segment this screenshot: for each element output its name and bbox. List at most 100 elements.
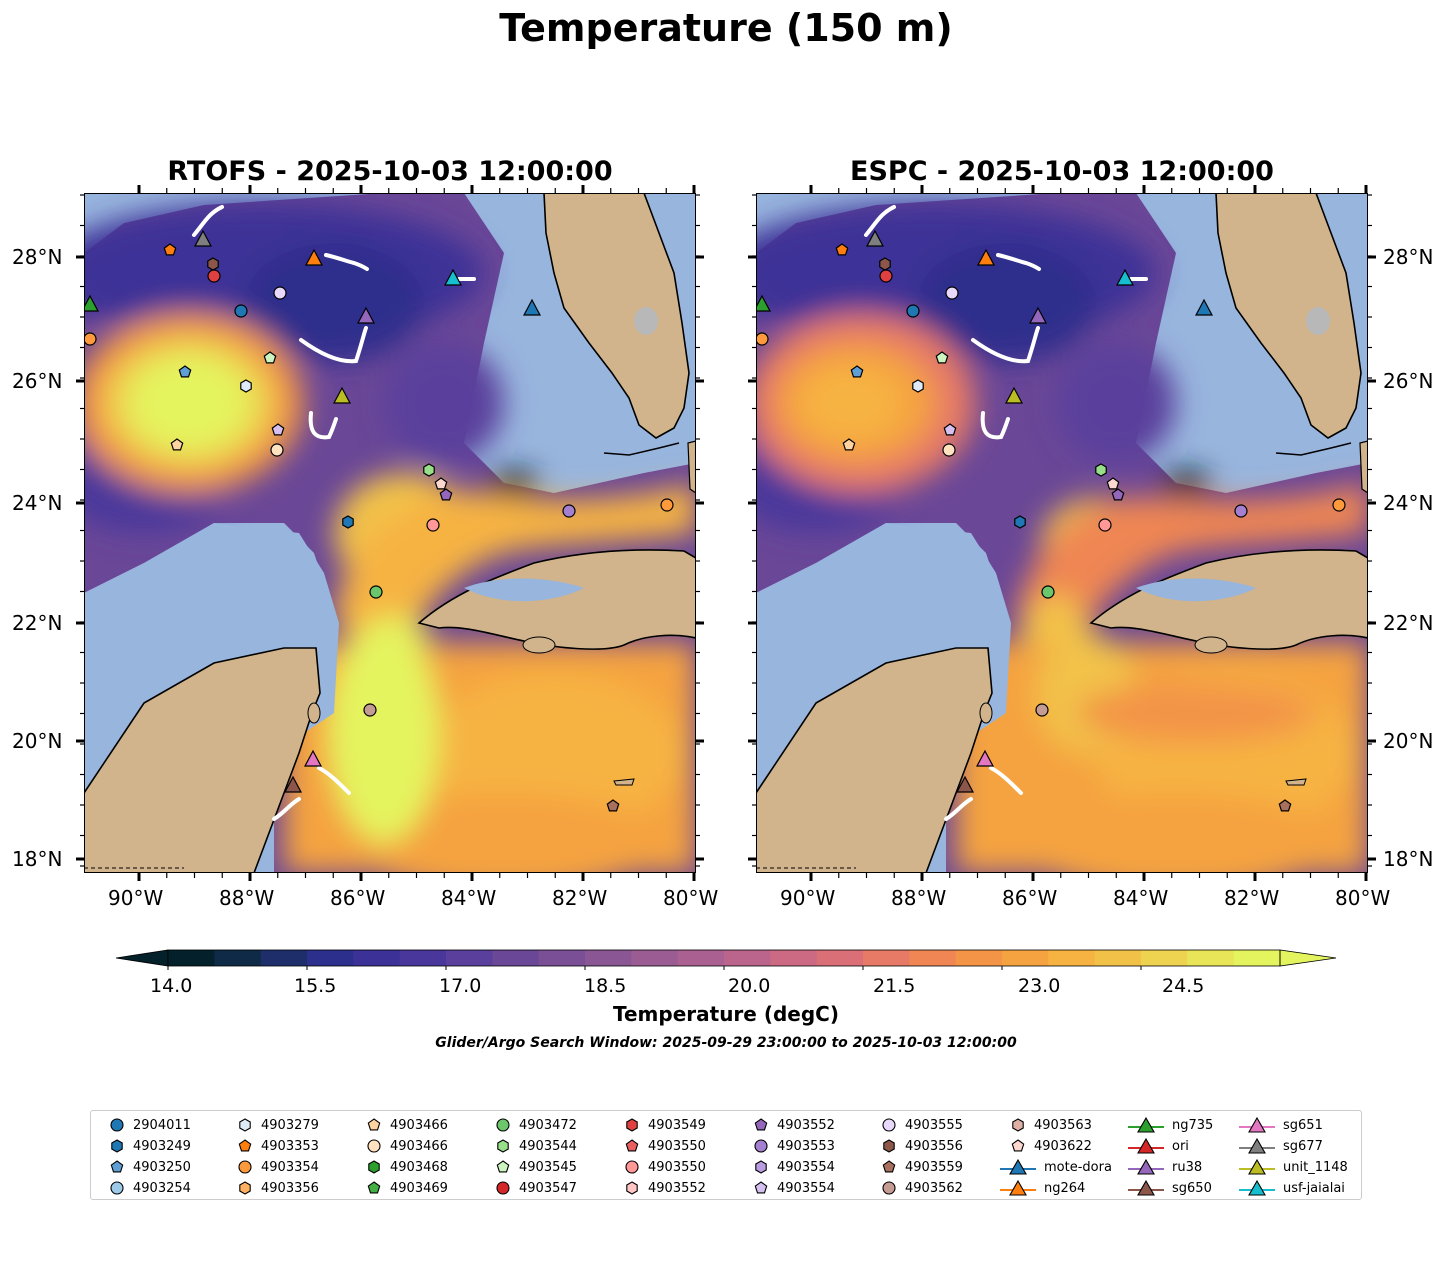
legend-label: 2904011 — [133, 1117, 191, 1133]
legend-marker-icon — [239, 1118, 251, 1132]
colorbar-tick-23: 23.0 — [1018, 975, 1061, 997]
legend-item: 4903554 — [753, 1178, 835, 1198]
lon-label-80-right: 80°W — [1335, 886, 1391, 910]
legend-label: 4903353 — [261, 1138, 319, 1154]
legend-marker-icon — [111, 1139, 123, 1153]
legend-item: 4903544 — [495, 1136, 577, 1156]
legend-label: mote-dora — [1044, 1159, 1112, 1175]
legend-item: 4903562 — [881, 1178, 963, 1198]
lon-label-82-right: 82°W — [1224, 886, 1280, 910]
legend-label: 4903562 — [905, 1180, 963, 1196]
legend-label: unit_1148 — [1283, 1159, 1348, 1175]
legend-marker-icon — [110, 1181, 124, 1195]
legend-item: 4903469 — [366, 1178, 448, 1198]
colorbar-tick-15-5: 15.5 — [294, 975, 337, 997]
legend-label: 4903556 — [905, 1138, 963, 1154]
lon-label-82-left: 82°W — [552, 886, 608, 910]
legend-marker-icon — [754, 1181, 768, 1194]
legend-item: 4903250 — [109, 1157, 191, 1177]
lat-label-18-right: 18°N — [1383, 847, 1434, 871]
legend-item: 4903466 — [366, 1136, 448, 1156]
legend-item: sg677 — [1239, 1136, 1323, 1156]
lon-label-90-right: 90°W — [780, 886, 836, 910]
legend-label: 4903354 — [261, 1159, 319, 1175]
colorbar-tick-24-5: 24.5 — [1162, 975, 1205, 997]
panel-title-rtofs: RTOFS - 2025-10-03 12:00:00 — [167, 156, 613, 187]
legend-label: 4903550 — [648, 1159, 706, 1175]
legend-label: 4903555 — [905, 1117, 963, 1133]
legend-label: 4903547 — [519, 1180, 577, 1196]
colorbar-bin — [399, 950, 447, 966]
legend-item: 4903354 — [237, 1157, 319, 1177]
legend-item: 4903559 — [881, 1157, 963, 1177]
legend-item: 4903553 — [753, 1136, 835, 1156]
legend-marker-icon — [368, 1160, 380, 1174]
legend-marker-icon — [1012, 1118, 1024, 1132]
lon-label-88-right: 88°W — [891, 886, 947, 910]
lon-label-86-right: 86°W — [1002, 886, 1058, 910]
legend-item: 4903254 — [109, 1178, 191, 1198]
legend-marker-icon — [626, 1181, 638, 1195]
lat-label-26-right: 26°N — [1383, 369, 1434, 393]
colorbar-bin — [307, 950, 354, 966]
legend-label: ng264 — [1044, 1180, 1086, 1196]
panel-title-espc: ESPC - 2025-10-03 12:00:00 — [850, 156, 1274, 187]
colorbar-min-extend — [115, 949, 169, 967]
colorbar-bin — [353, 950, 401, 966]
florida-landmass — [543, 193, 690, 439]
legend-label: ng735 — [1172, 1117, 1214, 1133]
legend-marker-icon — [496, 1181, 510, 1195]
legend-marker-icon — [1000, 1180, 1036, 1196]
legend-item: 4903552 — [624, 1178, 706, 1198]
espc-temperature-map — [756, 193, 1368, 873]
legend-item: mote-dora — [1000, 1157, 1112, 1177]
colorbar-tick-17: 17.0 — [439, 975, 482, 997]
lon-label-84-right: 84°W — [1113, 886, 1169, 910]
legend-marker-icon — [1239, 1159, 1275, 1175]
legend-item: 4903356 — [237, 1178, 319, 1198]
legend-item: 4903554 — [753, 1157, 835, 1177]
legend-item: usf-jaialai — [1239, 1178, 1345, 1198]
legend-item: ng264 — [1000, 1178, 1085, 1198]
legend-marker-icon — [496, 1118, 510, 1132]
legend-item: 4903549 — [624, 1115, 706, 1135]
colorbar-title: Temperature (degC) — [613, 1002, 839, 1026]
legend-marker-icon — [1128, 1180, 1164, 1196]
legend-item: 4903552 — [753, 1115, 835, 1135]
legend-item: 4903466 — [366, 1115, 448, 1135]
legend-label: 4903549 — [648, 1117, 706, 1133]
legend-item: 2904011 — [109, 1115, 191, 1135]
legend-label: 4903552 — [648, 1180, 706, 1196]
colorbar-bin — [168, 950, 215, 966]
legend-marker-icon — [754, 1118, 768, 1131]
colorbar-tick-21-5: 21.5 — [873, 975, 916, 997]
colorbar-bin — [677, 950, 725, 966]
legend-label: 4903466 — [390, 1138, 448, 1154]
legend-label: 4903544 — [519, 1138, 577, 1154]
legend-label: 4903554 — [777, 1180, 835, 1196]
legend-item: sg650 — [1128, 1178, 1212, 1198]
legend-item: 4903555 — [881, 1115, 963, 1135]
axis-ticks — [76, 185, 1376, 881]
legend-item: 4903279 — [237, 1115, 319, 1135]
legend-marker-icon — [882, 1181, 896, 1195]
legend-item: 4903563 — [1010, 1115, 1092, 1135]
legend-item: 4903472 — [495, 1115, 577, 1135]
colorbar-max-extend — [1279, 949, 1337, 967]
legend-label: 4903559 — [905, 1159, 963, 1175]
florida-landmass — [1215, 193, 1362, 439]
cuba-landmass — [417, 549, 696, 650]
legend-item: ng735 — [1128, 1115, 1213, 1135]
cuba-landmass — [1089, 549, 1368, 650]
legend-label: 4903622 — [1034, 1138, 1092, 1154]
legend-label: 4903553 — [777, 1138, 835, 1154]
legend-marker-icon — [883, 1139, 895, 1153]
legend-label: 4903279 — [261, 1117, 319, 1133]
legend-item: 4903550 — [624, 1157, 706, 1177]
lat-label-26-left: 26°N — [12, 369, 63, 393]
colorbar-bin — [724, 950, 771, 966]
lat-label-20-right: 20°N — [1383, 729, 1434, 753]
legend-marker-icon — [1011, 1139, 1025, 1152]
legend-label: 4903356 — [261, 1180, 319, 1196]
legend-marker-icon — [882, 1160, 896, 1173]
